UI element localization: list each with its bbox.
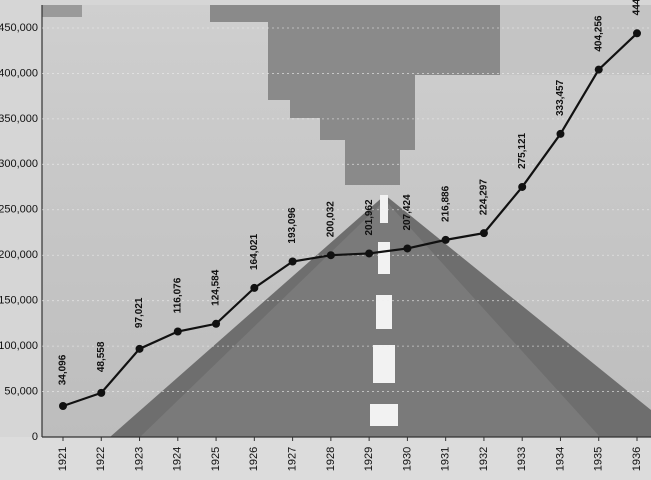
x-tick-label: 1935 [593, 447, 605, 471]
point [326, 251, 335, 260]
x-tick-label: 1930 [401, 447, 413, 471]
x-tick-label: 1931 [440, 447, 452, 471]
point [556, 129, 565, 138]
x-tick-label: 1927 [287, 447, 299, 471]
x-tick-label: 1936 [631, 447, 643, 471]
x-tick-label: 1921 [57, 447, 69, 471]
y-tick-label: 450,000 [0, 22, 38, 34]
background-illustration [0, 5, 651, 480]
value-label: 48,558 [96, 341, 107, 372]
x-tick-label: 1924 [172, 447, 184, 471]
y-tick-label: 350,000 [0, 113, 38, 125]
y-tick-label: 400,000 [0, 67, 38, 79]
x-tick-label: 1928 [325, 447, 337, 471]
value-label: 216,886 [440, 185, 451, 222]
y-tick-label: 100,000 [0, 340, 38, 352]
x-tick-label: 1922 [95, 447, 107, 471]
x-tick-label: 1933 [516, 447, 528, 471]
point [365, 249, 374, 258]
point [250, 283, 259, 292]
point [173, 327, 182, 336]
value-label: 97,021 [134, 297, 145, 328]
point [97, 388, 106, 397]
y-tick-label: 200,000 [0, 249, 38, 261]
x-tick-label: 1923 [133, 447, 145, 471]
point [518, 182, 527, 191]
value-label: 404,256 [593, 15, 604, 52]
value-label: 34,096 [58, 354, 69, 385]
point [212, 319, 221, 328]
point [479, 229, 488, 238]
value-label: 124,584 [211, 269, 222, 306]
point [59, 402, 67, 411]
point [403, 244, 412, 253]
x-tick-label: 1926 [248, 447, 260, 471]
value-label: 444,180 [632, 0, 643, 15]
value-label: 193,096 [287, 207, 298, 244]
point [594, 65, 603, 74]
point [135, 344, 144, 353]
value-label: 224,297 [479, 179, 490, 216]
value-label: 207,424 [402, 194, 413, 231]
value-label: 164,021 [249, 233, 260, 270]
value-label: 333,457 [555, 79, 566, 116]
x-tick-label: 1934 [554, 447, 566, 471]
value-label: 275,121 [517, 132, 528, 169]
value-label: 200,032 [326, 201, 337, 238]
point [633, 29, 641, 38]
x-tick-label: 1925 [210, 447, 222, 471]
value-label: 201,962 [364, 199, 375, 236]
x-tick-label: 1932 [478, 447, 490, 471]
y-tick-label: 300,000 [0, 158, 38, 170]
line [62, 32, 638, 408]
value-label: 116,076 [172, 277, 183, 313]
y-tick-label: 250,000 [0, 204, 38, 216]
point [441, 235, 450, 244]
y-tick-label: 0 [32, 431, 38, 443]
x-tick-label: 1929 [363, 447, 375, 471]
y-tick-label: 150,000 [0, 295, 38, 307]
y-tick-label: 50,000 [4, 385, 38, 397]
point [288, 257, 297, 266]
